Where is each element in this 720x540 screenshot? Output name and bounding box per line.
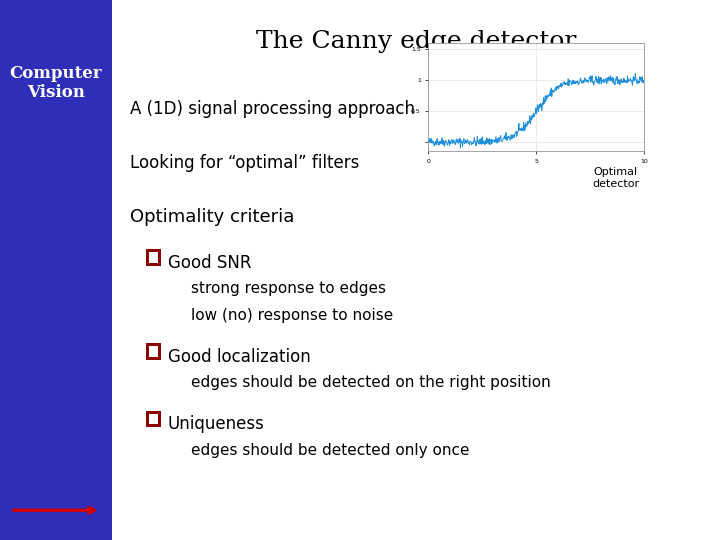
Bar [149,252,158,263]
Bar [149,414,158,424]
Text: Optimality criteria: Optimality criteria [130,208,294,226]
Text: The Canny edge detector: The Canny edge detector [256,30,576,53]
Text: A (1D) signal processing approach: A (1D) signal processing approach [130,100,415,118]
Text: low (no) response to noise: low (no) response to noise [191,308,393,323]
Bar [146,249,161,266]
Bar [149,346,158,357]
Bar [0,0,112,540]
Text: Good localization: Good localization [168,348,310,366]
Text: edges should be detected only once: edges should be detected only once [191,443,469,458]
Text: Looking for “optimal” filters: Looking for “optimal” filters [130,154,359,172]
Text: strong response to edges: strong response to edges [191,281,386,296]
Bar [146,343,161,360]
Text: Computer
Vision: Computer Vision [9,65,102,102]
Bar [146,411,161,427]
Text: edges should be detected on the right position: edges should be detected on the right po… [191,375,551,390]
Text: Good SNR: Good SNR [168,254,251,272]
Text: Optimal
detector: Optimal detector [592,167,639,189]
Text: Uniqueness: Uniqueness [168,415,265,433]
